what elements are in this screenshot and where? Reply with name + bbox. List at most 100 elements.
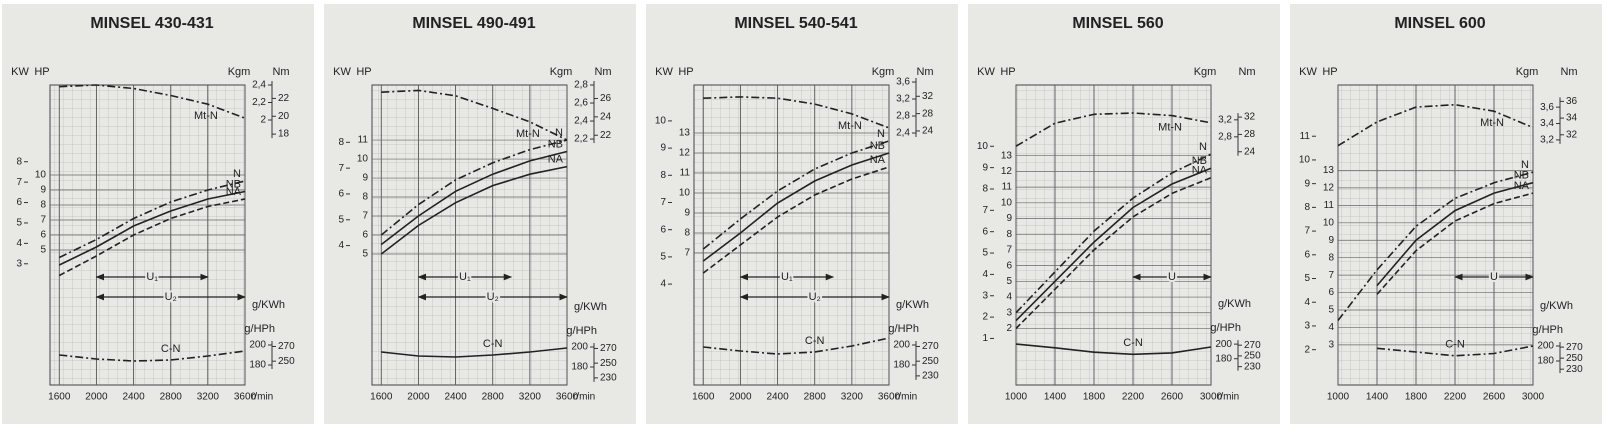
curve-label: C-N xyxy=(483,338,503,350)
secondary-tick-label: 24 xyxy=(600,112,612,123)
curve-label: C-N xyxy=(1445,339,1465,351)
y-tick-label: 10 xyxy=(679,188,691,199)
y-tick-label: 11 xyxy=(1002,182,1013,193)
gkwh-axis-label: g/KWh xyxy=(1218,298,1251,310)
kw-tick-label: 9 xyxy=(982,162,988,173)
y-tick-label: 3 xyxy=(1328,340,1334,351)
x-tick-label: 2200 xyxy=(1122,392,1145,403)
y2-tick-label: 2,4 xyxy=(252,80,266,91)
x-tick-label: 3200 xyxy=(197,392,220,403)
x-tick-label: 3200 xyxy=(841,392,864,403)
x-tick-label: 1400 xyxy=(1044,392,1067,403)
secondary-tick-label: 270 xyxy=(1244,340,1261,351)
kw-tick-label: 4 xyxy=(16,238,22,249)
x-tick-label: 3600 xyxy=(234,392,257,403)
curve-label: Mt-N xyxy=(1480,117,1504,129)
kw-tick-label: 2 xyxy=(982,312,988,323)
range-label: U₂ xyxy=(487,291,499,303)
kw-axis-label: KW xyxy=(11,66,29,78)
kw-tick-label: 7 xyxy=(982,205,988,216)
y-tick-label: 7 xyxy=(40,215,46,226)
x-axis-label: r/min xyxy=(1217,392,1239,403)
series-line xyxy=(1015,167,1212,322)
x-axis-label: r/min xyxy=(573,392,595,403)
y2-tick-label: 2,8 xyxy=(574,80,588,91)
y-tick-label: 5 xyxy=(362,249,368,260)
y-tick-label: 10 xyxy=(1323,217,1335,228)
secondary-tick-label: 230 xyxy=(922,371,939,382)
y3-axis-label: g/HPh xyxy=(566,325,597,337)
chart-title: MINSEL 490-491 xyxy=(412,15,535,32)
series-line xyxy=(58,190,246,266)
curve-label: NA xyxy=(1514,180,1530,192)
plot-grid xyxy=(1015,84,1212,386)
kw-tick-label: 5 xyxy=(16,218,22,229)
secondary-tick-label: 28 xyxy=(922,108,934,119)
y-tick-label: 10 xyxy=(1001,197,1013,208)
kw-tick-label: 4 xyxy=(1304,297,1310,308)
secondary-tick-label: 28 xyxy=(1244,129,1256,140)
y-axis-label: HP xyxy=(356,66,371,78)
y-tick-label: 5 xyxy=(1006,276,1012,287)
kw-tick-label: 7 xyxy=(660,197,666,208)
range-label: U xyxy=(1168,271,1176,283)
kw-tick-label: 10 xyxy=(977,141,989,152)
y-tick-label: 2 xyxy=(1006,323,1012,334)
range-label: U₂ xyxy=(165,291,177,303)
y2-axis-label: Kgm xyxy=(1516,66,1539,78)
kw-tick-label: 9 xyxy=(1304,178,1310,189)
curve-label: NA xyxy=(226,186,242,198)
y2-tick-label: 200 xyxy=(1537,341,1554,352)
y2-tick-label: 2,8 xyxy=(1218,131,1232,142)
secondary-tick-label: 36 xyxy=(1566,96,1578,107)
curve-label: Mt-N xyxy=(516,128,540,140)
y-tick-label: 12 xyxy=(679,148,691,159)
kw-tick-label: 6 xyxy=(16,197,22,208)
y2-axis-label: Kgm xyxy=(228,66,251,78)
series-line xyxy=(380,139,568,236)
y-axis-label: HP xyxy=(34,66,49,78)
y2-axis-label: Kgm xyxy=(872,66,895,78)
secondary-tick-label: 20 xyxy=(278,111,290,122)
y-tick-label: 11 xyxy=(680,168,691,179)
kw-axis-label: KW xyxy=(977,66,995,78)
secondary-tick-label: 18 xyxy=(278,129,290,140)
y-axis-label: HP xyxy=(1322,66,1337,78)
y2-tick-label: 200 xyxy=(249,340,266,351)
range-label: U₂ xyxy=(809,291,821,303)
x-tick-label: 3200 xyxy=(519,392,542,403)
y2-tick-label: 3,2 xyxy=(1218,114,1232,125)
y2-tick-label: 200 xyxy=(893,340,910,351)
kw-tick-label: 8 xyxy=(660,170,666,181)
nm-axis-label: Nm xyxy=(594,66,611,78)
curve-label: NB xyxy=(226,178,241,190)
x-tick-label: 1000 xyxy=(1005,392,1028,403)
series-line xyxy=(1015,112,1212,147)
y-tick-label: 6 xyxy=(1328,287,1334,298)
y2-axis-label: Kgm xyxy=(1194,66,1217,78)
secondary-tick-label: 270 xyxy=(278,341,295,352)
y-tick-label: 7 xyxy=(362,211,368,222)
secondary-tick-label: 250 xyxy=(278,356,295,367)
kw-tick-label: 7 xyxy=(338,163,344,174)
y2-tick-label: 3,2 xyxy=(896,94,910,105)
chart-title: MINSEL 540-541 xyxy=(734,15,857,32)
kw-tick-label: 4 xyxy=(982,269,988,280)
series-line xyxy=(380,165,568,255)
chart-title: MINSEL 430-431 xyxy=(90,15,213,32)
nm-axis-label: Nm xyxy=(272,66,289,78)
secondary-tick-label: 22 xyxy=(600,130,612,141)
y-tick-label: 6 xyxy=(362,230,368,241)
gkwh-axis-label: g/KWh xyxy=(896,299,929,311)
kw-tick-label: 5 xyxy=(660,252,666,263)
curve-label: N xyxy=(877,128,885,140)
y3-axis-label: g/HPh xyxy=(888,323,919,335)
secondary-tick-label: 250 xyxy=(922,356,939,367)
y-tick-label: 10 xyxy=(357,154,369,165)
series-line xyxy=(381,89,568,141)
secondary-tick-label: 34 xyxy=(1566,113,1578,124)
x-tick-label: 1400 xyxy=(1366,392,1389,403)
curve-label: Mt-N xyxy=(838,120,862,132)
range-label: U₁ xyxy=(146,271,158,283)
y-tick-label: 7 xyxy=(1006,245,1012,256)
